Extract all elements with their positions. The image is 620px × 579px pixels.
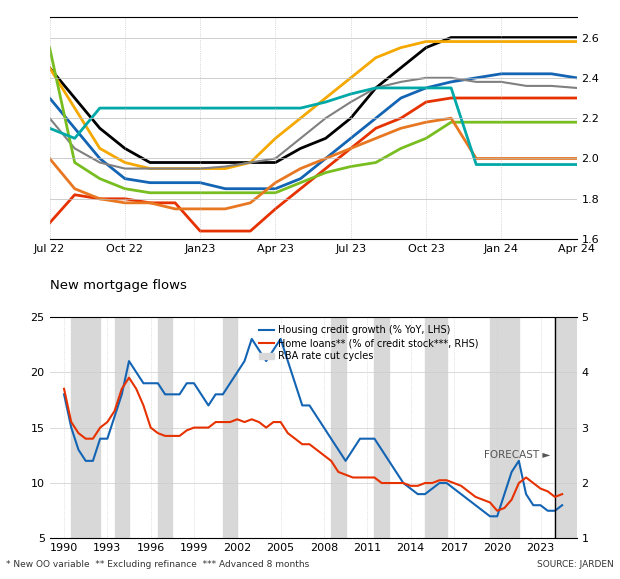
Bar [374,317,389,538]
Text: * New OO variable  ** Excluding refinance  *** Advanced 8 months: * New OO variable ** Excluding refinance… [6,560,309,569]
Bar [71,317,100,538]
Bar [425,317,446,538]
Bar [555,317,577,538]
Bar [115,317,129,538]
Bar [331,317,345,538]
Text: SOURCE: JARDEN: SOURCE: JARDEN [537,560,614,569]
Text: New mortgage flows: New mortgage flows [50,279,187,292]
Legend: Housing credit growth (% YoY, LHS), Home loans** (% of credit stock***, RHS), RB: Housing credit growth (% YoY, LHS), Home… [255,321,482,365]
Bar [223,317,237,538]
Bar [158,317,172,538]
Text: FORECAST ►: FORECAST ► [484,450,551,460]
Bar [490,317,519,538]
